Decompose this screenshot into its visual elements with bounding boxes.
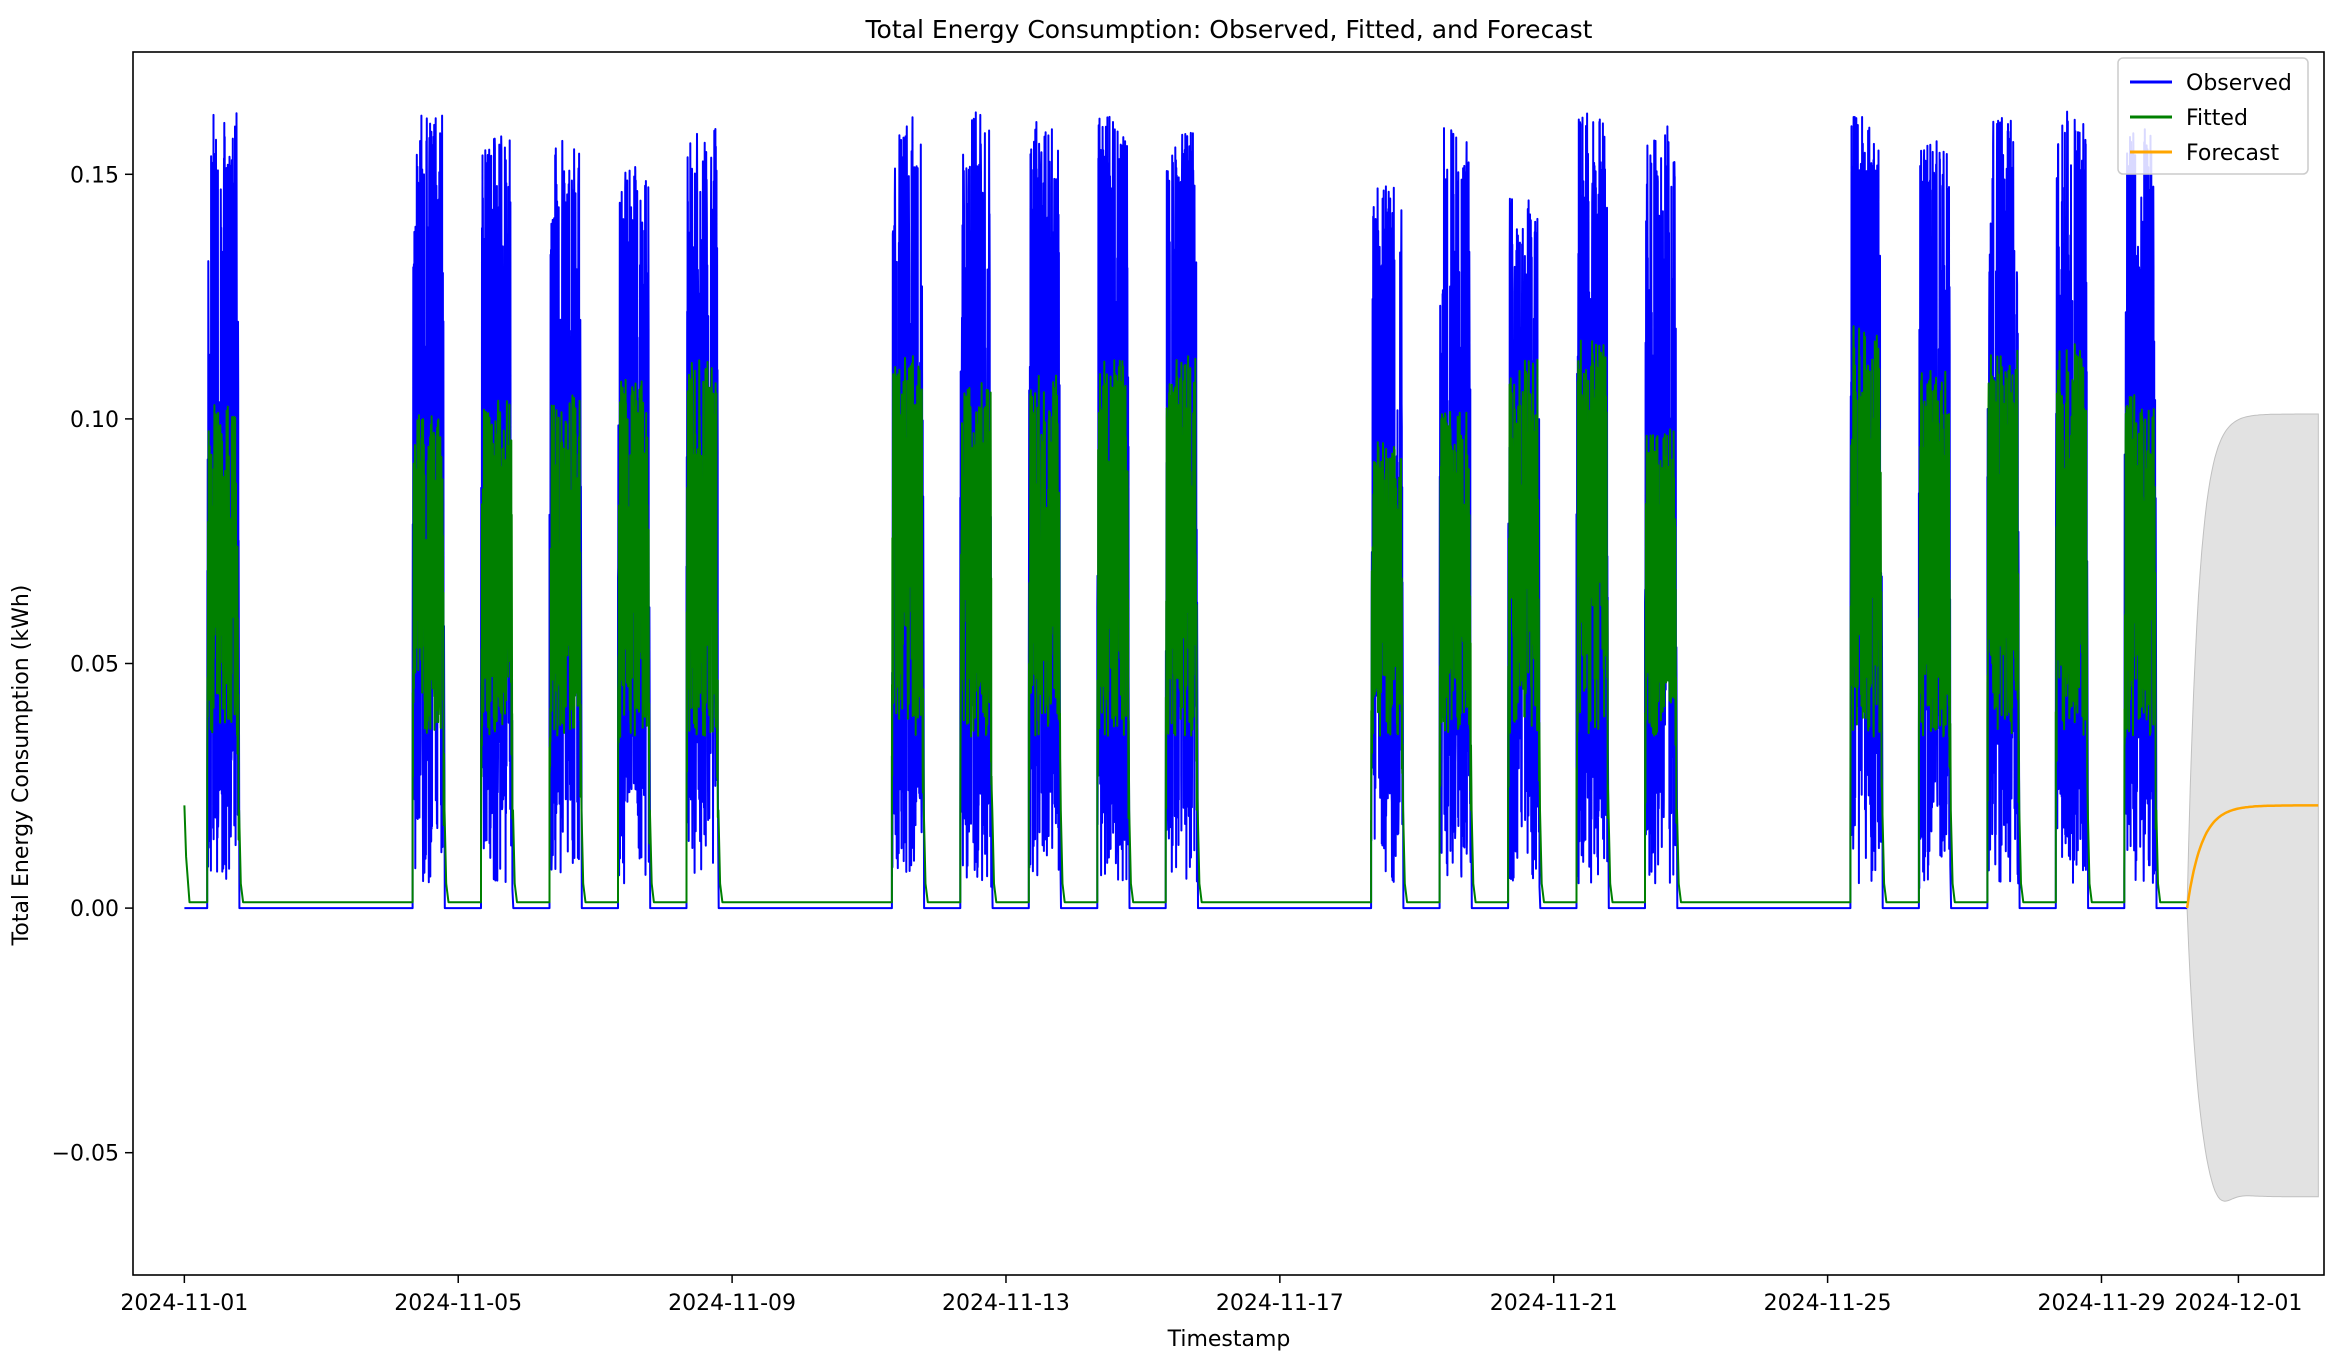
x-tick-label: 2024-11-05 — [394, 1291, 522, 1316]
legend-label-fitted: Fitted — [2186, 106, 2248, 131]
x-tick-label: 2024-11-29 — [2038, 1291, 2166, 1316]
legend-label-observed: Observed — [2186, 71, 2292, 96]
x-tick-label: 2024-11-25 — [1764, 1291, 1892, 1316]
x-tick-label: 2024-11-09 — [668, 1291, 796, 1316]
y-tick-label: −0.05 — [52, 1142, 119, 1167]
series-line-fitted — [183, 325, 2188, 904]
y-tick-label: 0.15 — [70, 163, 119, 188]
series-line-forecast — [2185, 804, 2319, 909]
legend-label-forecast: Forecast — [2186, 141, 2279, 166]
chart-title: Total Energy Consumption: Observed, Fitt… — [865, 15, 1593, 44]
x-tick-label: 2024-11-13 — [942, 1291, 1070, 1316]
y-tick-label: 0.05 — [70, 653, 119, 678]
legend-frame — [2117, 57, 2309, 175]
x-axis-ticks: 2024-11-01 2024-11-05 2024-11-09 2024-11-13… — [120, 1275, 2302, 1316]
y-axis-ticks: −0.05 0.00 0.05 0.10 0.15 — [52, 163, 133, 1167]
x-axis-label: Timestamp — [1167, 1327, 1291, 1352]
y-tick-label: 0.10 — [70, 408, 119, 433]
x-tick-label: 2024-11-17 — [1216, 1291, 1344, 1316]
plot-area — [183, 110, 2319, 1202]
x-tick-label: 2024-11-01 — [120, 1291, 248, 1316]
y-tick-label: 0.00 — [70, 897, 119, 922]
legend: Observed Fitted Forecast — [2117, 57, 2309, 175]
x-tick-label: 2024-11-21 — [1490, 1291, 1618, 1316]
x-tick-label: 2024-12-01 — [2174, 1291, 2302, 1316]
y-axis-label: Total Energy Consumption (kWh) — [9, 585, 34, 947]
